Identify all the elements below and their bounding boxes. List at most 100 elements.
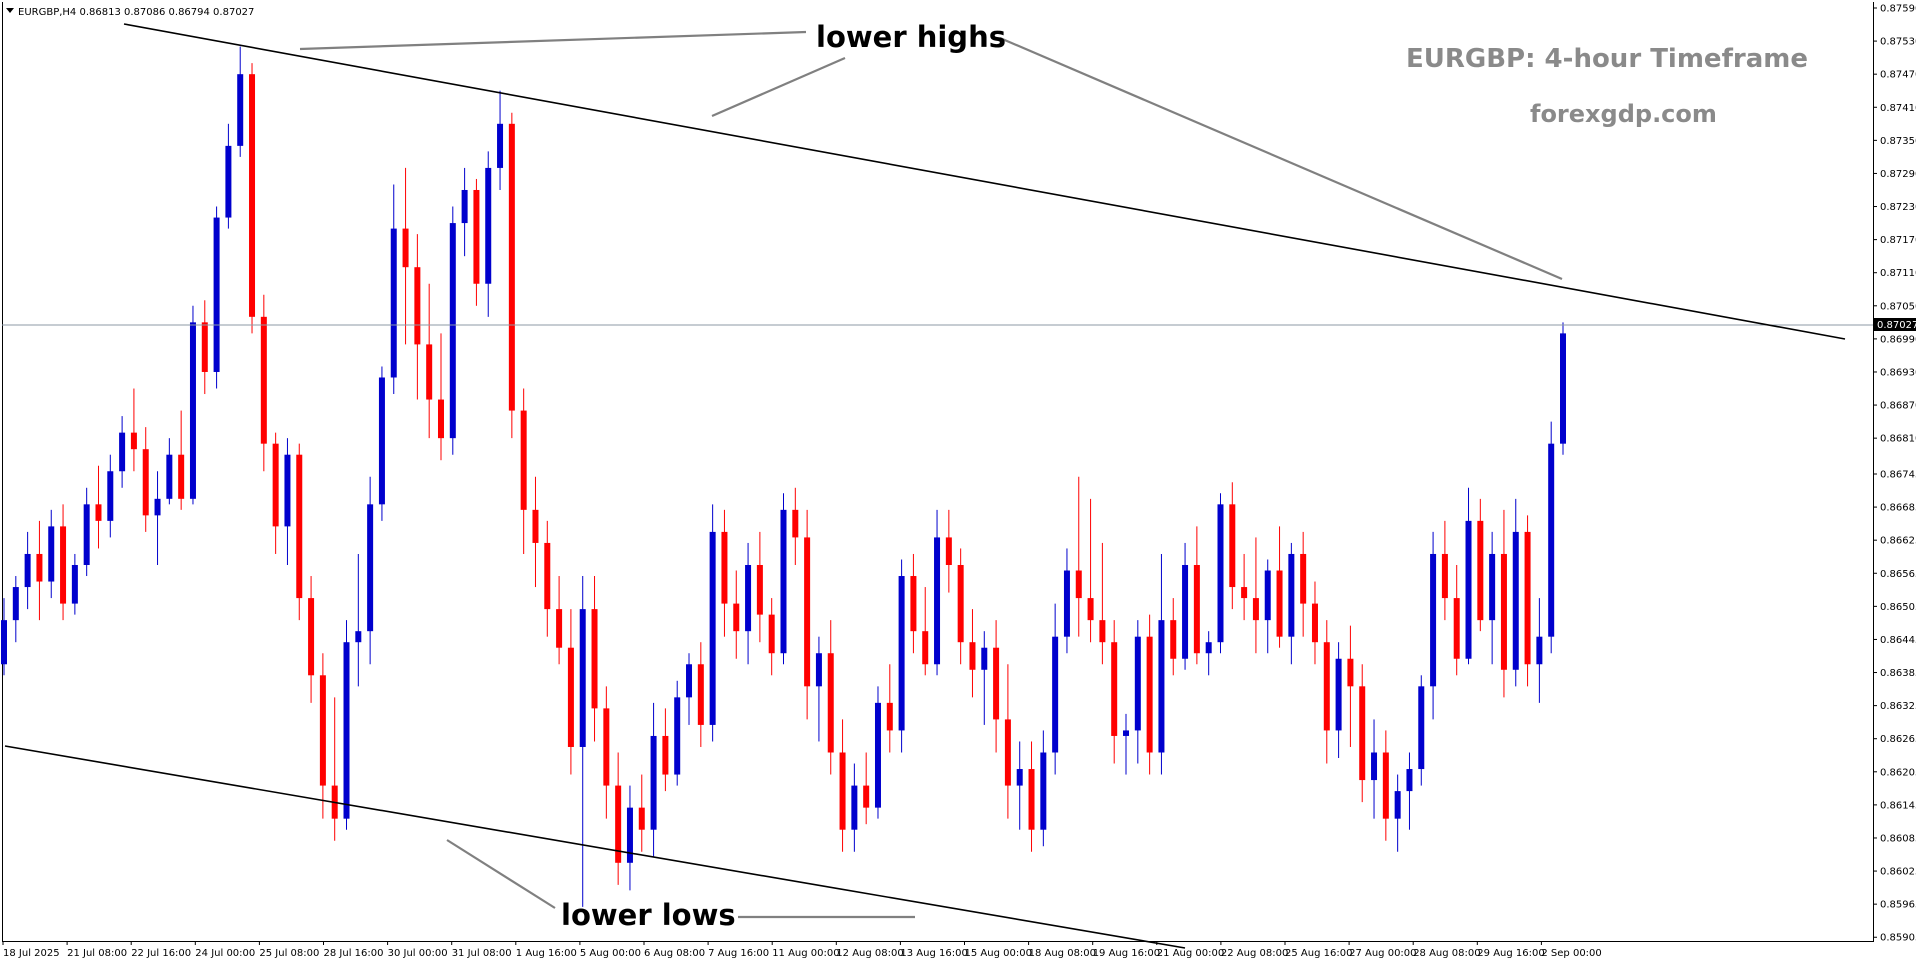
bullish-candle: [1040, 752, 1047, 830]
bearish-candle: [1170, 620, 1177, 659]
bearish-candle: [1453, 598, 1460, 659]
price-tick-label: 0.86025: [1880, 867, 1916, 878]
bearish-candle: [1477, 520, 1484, 621]
bearish-candle: [178, 454, 185, 499]
bullish-candle: [24, 553, 31, 588]
bullish-candle: [119, 432, 126, 472]
annotation-line-lower-1: [446, 839, 556, 909]
bullish-candle: [48, 526, 55, 582]
bullish-candle: [71, 564, 78, 604]
bullish-candle: [650, 735, 657, 830]
bullish-candle: [709, 531, 716, 725]
bearish-candle: [508, 123, 515, 411]
bullish-candle: [1205, 642, 1212, 654]
bullish-candle: [1264, 570, 1271, 621]
price-tick-label: 0.86265: [1880, 734, 1916, 745]
price-tick-label: 0.86145: [1880, 800, 1916, 811]
bearish-candle: [662, 735, 669, 775]
time-tick-label: 5 Aug 00:00: [580, 948, 641, 959]
annotation-lower-highs: lower highs: [816, 20, 1006, 54]
bullish-candle: [355, 631, 362, 643]
bearish-candle: [402, 228, 409, 268]
time-axis: 18 Jul 2025 21 Jul 08:00 22 Jul 16:00 24 Ju…: [2, 941, 1602, 959]
bearish-candle: [697, 664, 704, 725]
bearish-candle: [603, 708, 610, 786]
bullish-candle: [1371, 752, 1378, 781]
price-tick-label: 0.86205: [1880, 767, 1916, 778]
bullish-candle: [1536, 636, 1543, 665]
bullish-candle: [1430, 553, 1437, 687]
bullish-candle: [1465, 520, 1472, 659]
candles: [1, 46, 1566, 907]
price-tick-label: 0.86685: [1880, 503, 1916, 514]
time-tick-label: 6 Aug 08:00: [644, 948, 705, 959]
bearish-candle: [319, 675, 326, 786]
current-price-box: [1874, 318, 1916, 331]
price-tick-label: 0.86565: [1880, 569, 1916, 580]
bullish-candle: [874, 702, 881, 808]
bullish-candle: [1158, 620, 1165, 753]
bullish-candle: [154, 498, 161, 516]
bullish-candle: [1016, 769, 1023, 786]
price-tick-label: 0.86385: [1880, 668, 1916, 679]
price-tick-label: 0.86325: [1880, 701, 1916, 712]
bullish-candle: [284, 454, 291, 527]
price-tick-label: 0.86745: [1880, 470, 1916, 481]
annotation-line-upper-2: [711, 56, 846, 118]
bearish-candle: [532, 509, 539, 543]
time-tick-label: 28 Aug 08:00: [1413, 948, 1480, 959]
bearish-candle: [1347, 658, 1354, 687]
bullish-candle: [1512, 531, 1519, 670]
bearish-candle: [827, 653, 834, 753]
bearish-candle: [1382, 752, 1389, 819]
price-tick-label: 0.85965: [1880, 900, 1916, 911]
bullish-candle: [1182, 564, 1189, 659]
bearish-candle: [1311, 603, 1318, 643]
bullish-candle: [626, 807, 633, 863]
bullish-candle: [237, 74, 244, 146]
time-tick-label: 22 Jul 16:00: [131, 948, 191, 959]
time-tick-label: 1 Aug 16:00: [516, 948, 577, 959]
watermark-title: EURGBP: 4-hour Timeframe: [1406, 44, 1808, 74]
bearish-candle: [556, 609, 563, 648]
bearish-candle: [792, 509, 799, 538]
bullish-candle: [107, 471, 114, 521]
bearish-candle: [95, 504, 102, 521]
current-price-label: 0.87027: [1877, 320, 1916, 331]
bullish-candle: [485, 167, 492, 284]
bullish-candle: [1, 620, 7, 665]
bearish-candle: [1075, 570, 1082, 599]
bullish-candle: [1394, 791, 1401, 819]
bearish-candle: [1300, 553, 1307, 604]
time-tick-label: 21 Jul 08:00: [67, 948, 127, 959]
bullish-candle: [461, 189, 468, 224]
time-tick-label: 15 Aug 00:00: [965, 948, 1032, 959]
bearish-candle: [201, 322, 208, 372]
time-tick-label: 24 Jul 00:00: [195, 948, 255, 959]
bearish-candle: [142, 449, 149, 516]
bullish-candle: [1406, 769, 1413, 792]
bullish-candle: [780, 509, 787, 654]
bearish-candle: [520, 410, 527, 510]
bullish-candle: [981, 647, 988, 670]
bearish-candle: [60, 526, 67, 604]
time-tick-label: 18 Aug 08:00: [1029, 948, 1096, 959]
bearish-candle: [308, 598, 315, 676]
bearish-candle: [768, 614, 775, 654]
bullish-candle: [449, 223, 456, 439]
bearish-candle: [1241, 587, 1248, 599]
bullish-candle: [1123, 730, 1130, 736]
time-tick-label: 2 Sep 00:00: [1541, 948, 1601, 959]
bearish-candle: [544, 542, 551, 610]
bearish-candle: [756, 564, 763, 615]
annotation-line-upper-3: [999, 36, 1563, 281]
time-tick-label: 29 Aug 16:00: [1477, 948, 1544, 959]
